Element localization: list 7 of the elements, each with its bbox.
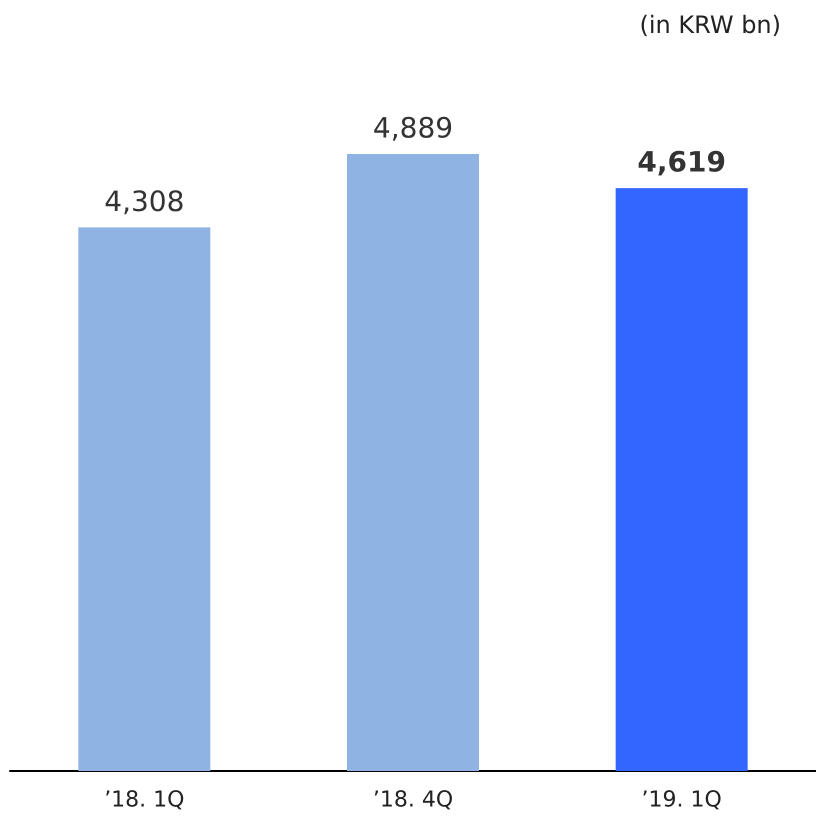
x-tick-label: ’18. 1Q	[104, 788, 184, 812]
data-label: 4,889	[372, 112, 454, 145]
data-label: 4,308	[104, 184, 184, 218]
x-tick-label: ’18. 4Q	[372, 788, 454, 812]
x-tick-label: ’19. 1Q	[642, 788, 722, 812]
data-label: 4,619	[637, 146, 726, 179]
y-axis-title: (in KRW bn)	[640, 11, 782, 39]
